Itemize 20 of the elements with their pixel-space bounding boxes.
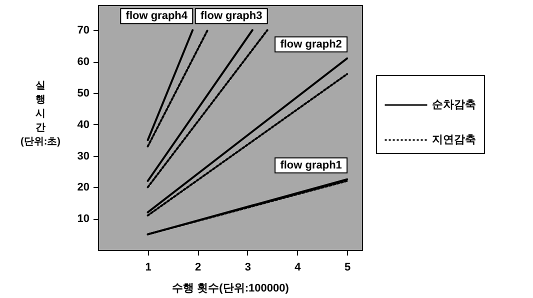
- x-axis-title: 수행 횟수(단위:100000): [172, 282, 290, 294]
- y-tick-label: 70: [77, 24, 90, 37]
- annotation: flow graph2: [280, 38, 342, 50]
- annotation: flow graph3: [200, 10, 262, 22]
- x-tick-label: 4: [294, 262, 302, 274]
- y-axis-title: 실행시간 (단위:초): [20, 80, 60, 148]
- y-tick-label: 60: [77, 56, 90, 68]
- annotation: flow graph1: [280, 159, 342, 172]
- legend-label: 순차감축: [432, 99, 476, 111]
- x-tick-label: 3: [244, 262, 251, 274]
- legend-label: 지연감축: [431, 134, 476, 146]
- x-tick-label: 1: [145, 262, 152, 274]
- y-tick-label: 30: [77, 150, 90, 162]
- annotation: flow graph4: [126, 10, 188, 22]
- x-tick-label: 2: [195, 262, 202, 274]
- y-tick-label: 20: [77, 182, 90, 194]
- y-tick-label: 40: [77, 118, 90, 131]
- y-tick-label: 10: [77, 213, 90, 226]
- x-tick-label: 5: [344, 262, 351, 274]
- y-tick-label: 50: [77, 87, 90, 100]
